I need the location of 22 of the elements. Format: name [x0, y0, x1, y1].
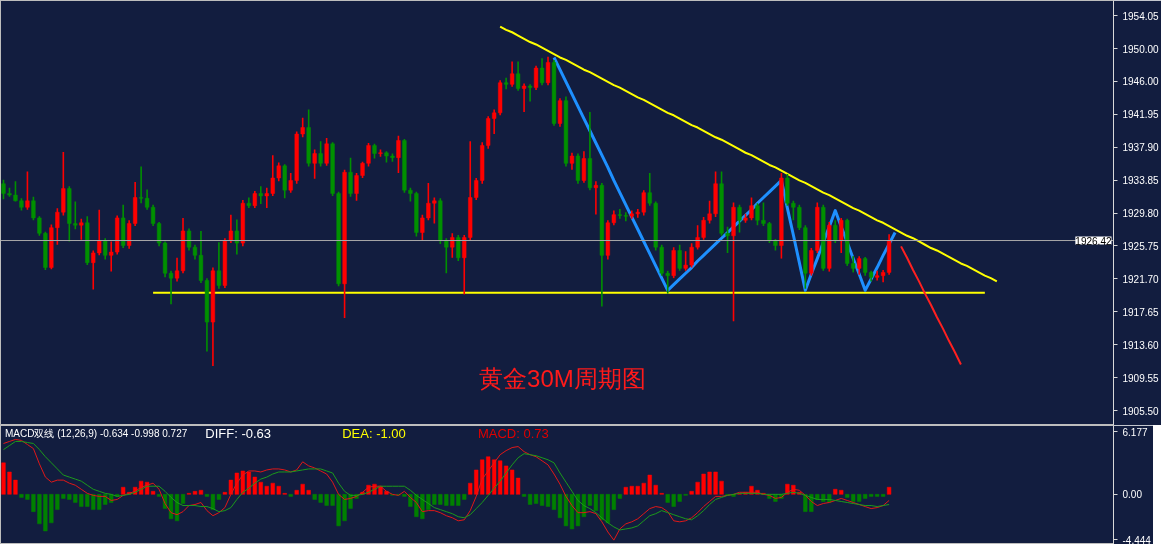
annotation: 黄金30M周期图 — [479, 365, 646, 393]
chart-title: MACD双线 (12,26,9) -0.634 -0.998 0.727 — [4, 427, 188, 439]
y-tick-label: 1913.60 — [1122, 339, 1160, 351]
y-tick-label: 1933.85 — [1122, 175, 1160, 187]
y-tick-label: 1941.95 — [1122, 109, 1160, 121]
y-tick-label: 1925.75 — [1122, 240, 1160, 252]
y-tick-label: 1954.05 — [1122, 10, 1160, 22]
y-tick-label: 6.177 — [1122, 426, 1148, 438]
ref-line-label: 1926.42 — [1075, 235, 1112, 247]
y-tick-label: 1905.50 — [1122, 405, 1160, 417]
y-tick-label: 1929.80 — [1122, 208, 1160, 219]
y-tick-label: 1937.90 — [1122, 142, 1160, 154]
y-tick-label: 1946.00 — [1122, 76, 1160, 88]
annotation: DIFF: -0.63 — [205, 425, 272, 441]
annotation: DEA: -1.00 — [342, 425, 406, 441]
y-tick-label: 1917.65 — [1122, 306, 1160, 318]
y-tick-label: 1921.70 — [1122, 273, 1160, 285]
y-tick-label: -4.444 — [1122, 534, 1152, 544]
y-tick-label: 1950.00 — [1122, 43, 1160, 55]
annotation: MACD: 0.73 — [477, 425, 549, 441]
y-tick-label: 0.00 — [1122, 489, 1143, 501]
y-tick-label: 1909.55 — [1122, 372, 1160, 384]
